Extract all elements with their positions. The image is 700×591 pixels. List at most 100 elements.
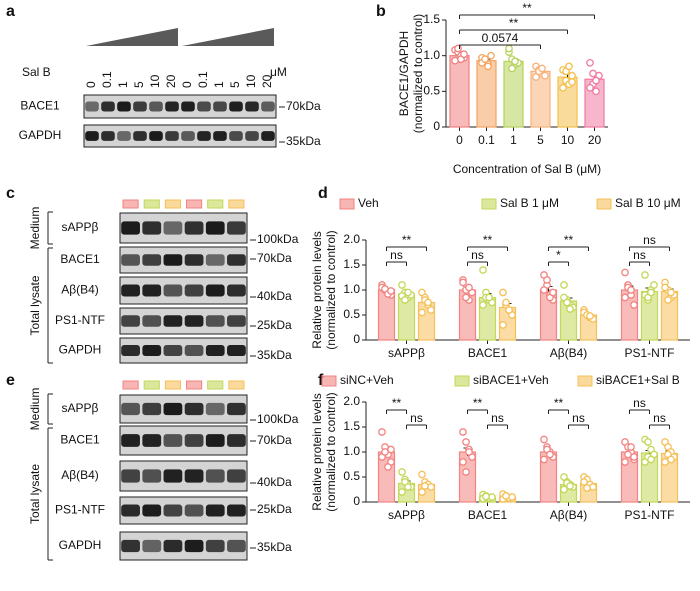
lane-key <box>207 380 224 390</box>
band <box>121 315 140 327</box>
legend-swatch <box>596 198 612 210</box>
fraction-label: Medium <box>28 207 42 250</box>
band <box>245 101 259 112</box>
legend-swatch <box>454 375 470 387</box>
band <box>163 284 183 297</box>
band <box>184 315 204 327</box>
lane-key <box>122 380 139 390</box>
band <box>227 221 246 235</box>
legend-label: siBACE1+Veh <box>473 373 549 387</box>
y-axis-label: (normalized to control) <box>324 230 338 349</box>
band <box>213 101 227 112</box>
band <box>121 254 140 266</box>
band <box>163 221 183 235</box>
y-tick-label: 1.0 <box>343 282 360 296</box>
band <box>163 345 183 356</box>
dose-label: 0.1 <box>100 71 114 88</box>
data-point <box>546 450 554 459</box>
lane-key <box>228 199 245 209</box>
x-tick-label: PS1-NTF <box>624 508 674 522</box>
lane-key <box>143 199 160 209</box>
data-point <box>589 69 597 78</box>
legend-label: siBACE1+Sal B <box>596 373 680 387</box>
band <box>142 221 162 235</box>
band <box>142 402 162 416</box>
marker-label: 100kDa <box>257 412 299 426</box>
dose-unit: μM <box>270 65 287 79</box>
dose-wedge <box>86 28 178 46</box>
data-point <box>479 301 487 309</box>
blot-frame <box>119 531 248 561</box>
band <box>142 254 162 266</box>
sig-label: ** <box>402 233 412 247</box>
band <box>229 131 243 141</box>
band <box>184 254 204 266</box>
protein-label: Aβ(B4) <box>61 468 99 482</box>
band <box>85 101 99 112</box>
y-axis-label: (normalized to control) <box>324 392 338 511</box>
band <box>213 131 227 141</box>
data-point <box>459 428 467 436</box>
legend-swatch <box>339 198 355 210</box>
blot-frame <box>119 212 248 244</box>
y-tick-label: 1.5 <box>423 12 440 26</box>
sig-label: ns <box>572 411 585 425</box>
band <box>184 504 204 517</box>
band <box>133 101 147 112</box>
band <box>229 101 243 112</box>
data-point <box>644 438 652 446</box>
y-axis-label: Relative protein levels <box>310 393 324 510</box>
data-point <box>387 287 395 295</box>
sig-label: ns <box>410 411 423 425</box>
band <box>227 434 246 447</box>
protein-label: GAPDH <box>19 128 62 142</box>
sig-label: ** <box>509 16 519 30</box>
bar <box>476 60 497 128</box>
data-point <box>559 83 567 92</box>
marker-label: 35kDa <box>257 540 292 554</box>
band <box>197 131 211 141</box>
data-point <box>427 483 435 491</box>
blot-frame <box>119 276 248 305</box>
fraction-label: Total lysate <box>28 275 42 335</box>
marker-label: 40kDa <box>257 475 292 489</box>
x-tick-label: BACE1 <box>468 508 508 522</box>
x-tick-label: 20 <box>588 133 602 147</box>
data-point <box>418 488 426 496</box>
band <box>261 131 275 141</box>
dose-label: 0.1 <box>196 71 210 88</box>
band <box>121 345 140 356</box>
data-point <box>540 435 548 444</box>
y-tick-label: 0.5 <box>423 84 440 98</box>
band <box>121 504 140 517</box>
protein-label: PS1-NTF <box>55 503 105 517</box>
data-point <box>621 268 629 277</box>
band <box>163 434 183 447</box>
data-point <box>560 281 568 289</box>
data-point <box>627 286 635 294</box>
band <box>184 221 204 235</box>
band <box>205 402 225 416</box>
y-tick-label: 1.5 <box>343 419 360 433</box>
data-point <box>465 448 473 456</box>
band <box>184 402 204 416</box>
sig-label: ns <box>491 411 504 425</box>
sig-label: ** <box>522 1 532 15</box>
legend-label: siNC+Veh <box>340 373 394 387</box>
marker-label: 35kDa <box>257 348 292 362</box>
dose-label: 1 <box>116 81 130 88</box>
data-point <box>647 455 655 464</box>
data-point <box>592 76 600 85</box>
band <box>227 539 246 553</box>
data-point <box>427 306 435 314</box>
data-point <box>404 483 412 491</box>
data-point <box>586 58 594 67</box>
data-point <box>563 298 571 307</box>
band <box>227 469 246 483</box>
data-point <box>540 455 548 464</box>
marker-label: 25kDa <box>257 318 292 332</box>
lane-key <box>186 380 203 390</box>
band <box>184 284 204 297</box>
band <box>205 315 225 327</box>
data-point <box>479 266 487 274</box>
